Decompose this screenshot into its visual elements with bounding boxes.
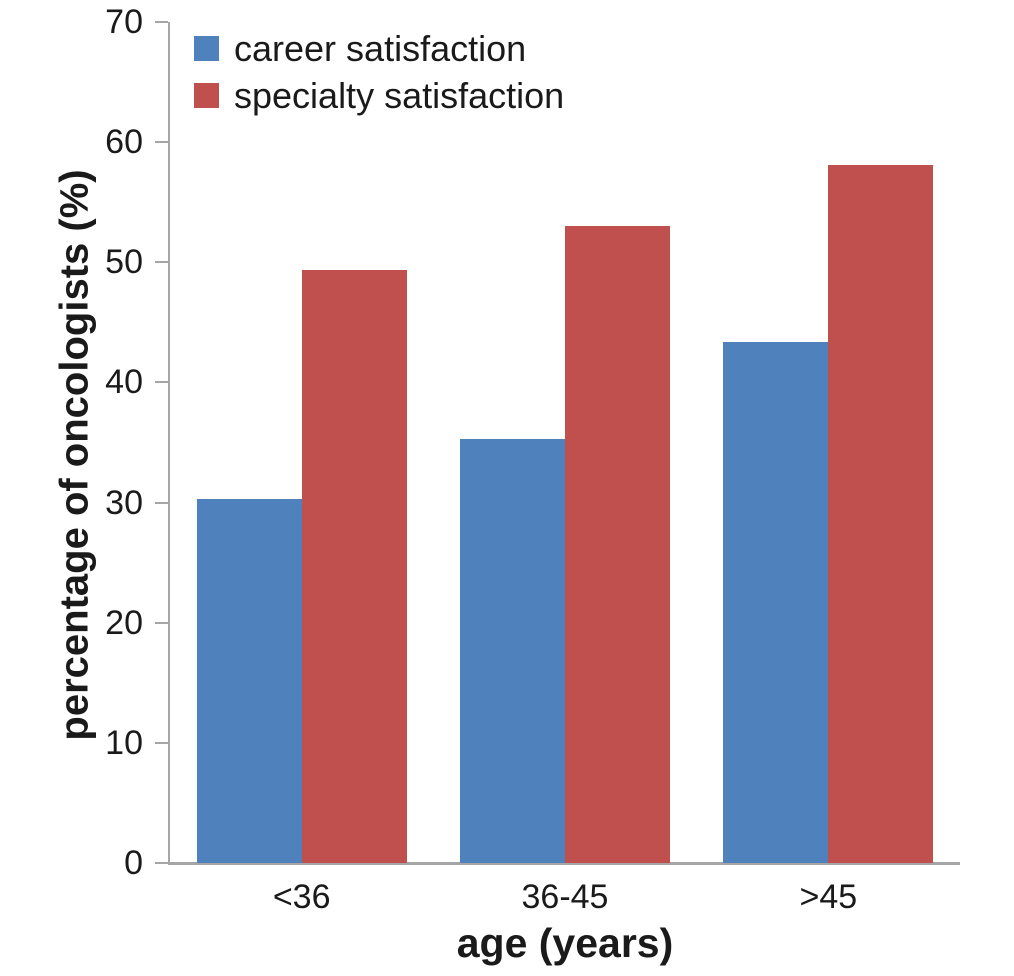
bar-specialty-<36 [301,269,407,863]
y-tick-label-50: 50 [105,243,143,282]
y-tick-label-70: 70 [105,3,143,41]
legend-item-specialty: specialty satisfaction [194,72,564,119]
x-axis-title: age (years) [456,920,674,966]
y-tick-mark-70 [155,21,168,23]
y-tick-label-0: 0 [124,844,143,882]
legend-swatch-icon [194,83,219,108]
x-category-label->45: >45 [799,878,858,916]
bar-specialty->45 [828,164,934,863]
x-category-label-36-45: 36-45 [521,878,609,916]
legend: career satisfaction specialty satisfactio… [194,25,564,119]
bar-career->45 [723,341,829,863]
x-axis-line [168,862,960,865]
y-tick-label-10: 10 [105,723,143,762]
y-tick-mark-20 [155,621,168,624]
legend-label: specialty satisfaction [234,74,565,116]
bar-career-36-45 [460,438,565,863]
y-tick-label-20: 20 [105,603,143,642]
y-tick-mark-60 [155,141,168,144]
plot-area: 0 10 20 30 40 50 60 70 career satisfaction speci… [105,3,960,882]
y-tick-mark-10 [155,741,168,744]
bar-career-<36 [196,498,302,863]
y-tick-mark-0 [155,862,168,864]
bar-specialty-36-45 [565,226,670,863]
y-tick-mark-50 [155,261,168,264]
y-tick-label-40: 40 [105,363,143,402]
y-tick-mark-40 [155,381,168,384]
legend-item-career: career satisfaction [194,25,564,72]
y-tick-label-30: 30 [105,483,143,522]
legend-swatch-icon [194,36,219,61]
legend-label: career satisfaction [234,27,527,69]
y-tick-label-60: 60 [105,123,143,162]
x-category-label-<36: <36 [272,878,331,916]
y-axis-line [168,22,170,863]
y-tick-mark-30 [155,501,168,504]
